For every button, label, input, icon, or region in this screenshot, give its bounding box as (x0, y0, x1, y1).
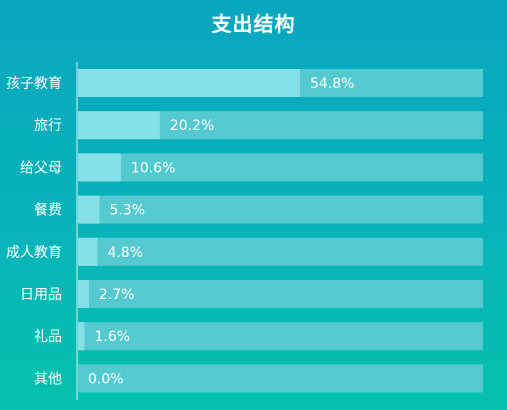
value-label: 20.2% (170, 118, 214, 134)
bar (78, 111, 160, 140)
bar-track (78, 280, 483, 308)
category-label: 其他 (34, 371, 62, 387)
bar-track (78, 322, 483, 351)
category-label: 成人教育 (6, 245, 62, 261)
bar-track (78, 237, 483, 266)
chart-title: 支出结构 (211, 12, 296, 36)
value-label: 5.3% (109, 203, 145, 219)
bar-track (78, 195, 483, 224)
bar (78, 322, 85, 351)
bars-group: 孩子教育 54.8% 旅行 20.2% 给父母 10.6% 餐费 5.3% 成人教育 4.8% 日用… (6, 69, 483, 393)
value-label: 4.8% (107, 245, 143, 261)
bar-track (78, 364, 483, 393)
bar (78, 195, 100, 224)
bar (78, 237, 98, 266)
category-label: 礼品 (34, 329, 62, 345)
value-label: 10.6% (131, 160, 175, 176)
category-label: 日用品 (20, 287, 62, 303)
value-label: 2.7% (99, 287, 135, 303)
bar (78, 280, 89, 308)
value-label: 54.8% (310, 76, 354, 92)
category-label: 餐费 (34, 203, 62, 219)
value-label: 0.0% (88, 371, 124, 387)
category-label: 孩子教育 (6, 76, 62, 92)
category-label: 旅行 (34, 118, 62, 134)
bar-track (78, 153, 483, 182)
category-label: 给父母 (20, 160, 62, 176)
bar (78, 69, 300, 97)
value-label: 1.6% (94, 329, 130, 345)
bar (78, 153, 121, 182)
